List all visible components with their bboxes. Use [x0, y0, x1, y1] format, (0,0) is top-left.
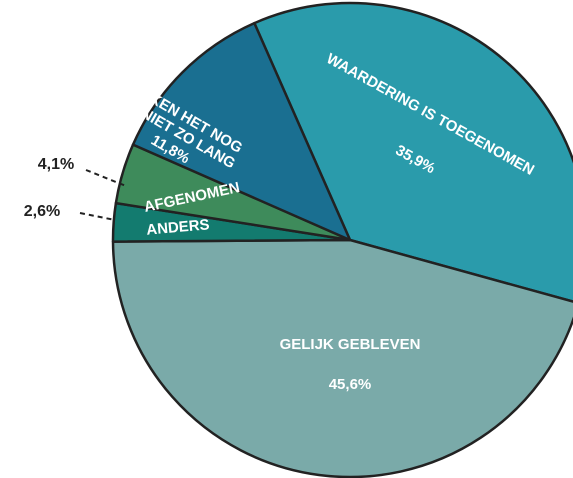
- pie-slice: [131, 21, 352, 242]
- category-label: GELIJK GEBLEVEN: [280, 336, 421, 353]
- leader-line: [79, 212, 116, 221]
- pie-slice: [111, 238, 573, 478]
- value-label: 2,6%: [24, 203, 60, 220]
- pie-slice: [253, 1, 573, 303]
- leader-line: [85, 169, 127, 187]
- category-label: ANDERS: [146, 216, 211, 238]
- value-label: 45,6%: [329, 376, 372, 393]
- value-label: 4,1%: [38, 156, 74, 173]
